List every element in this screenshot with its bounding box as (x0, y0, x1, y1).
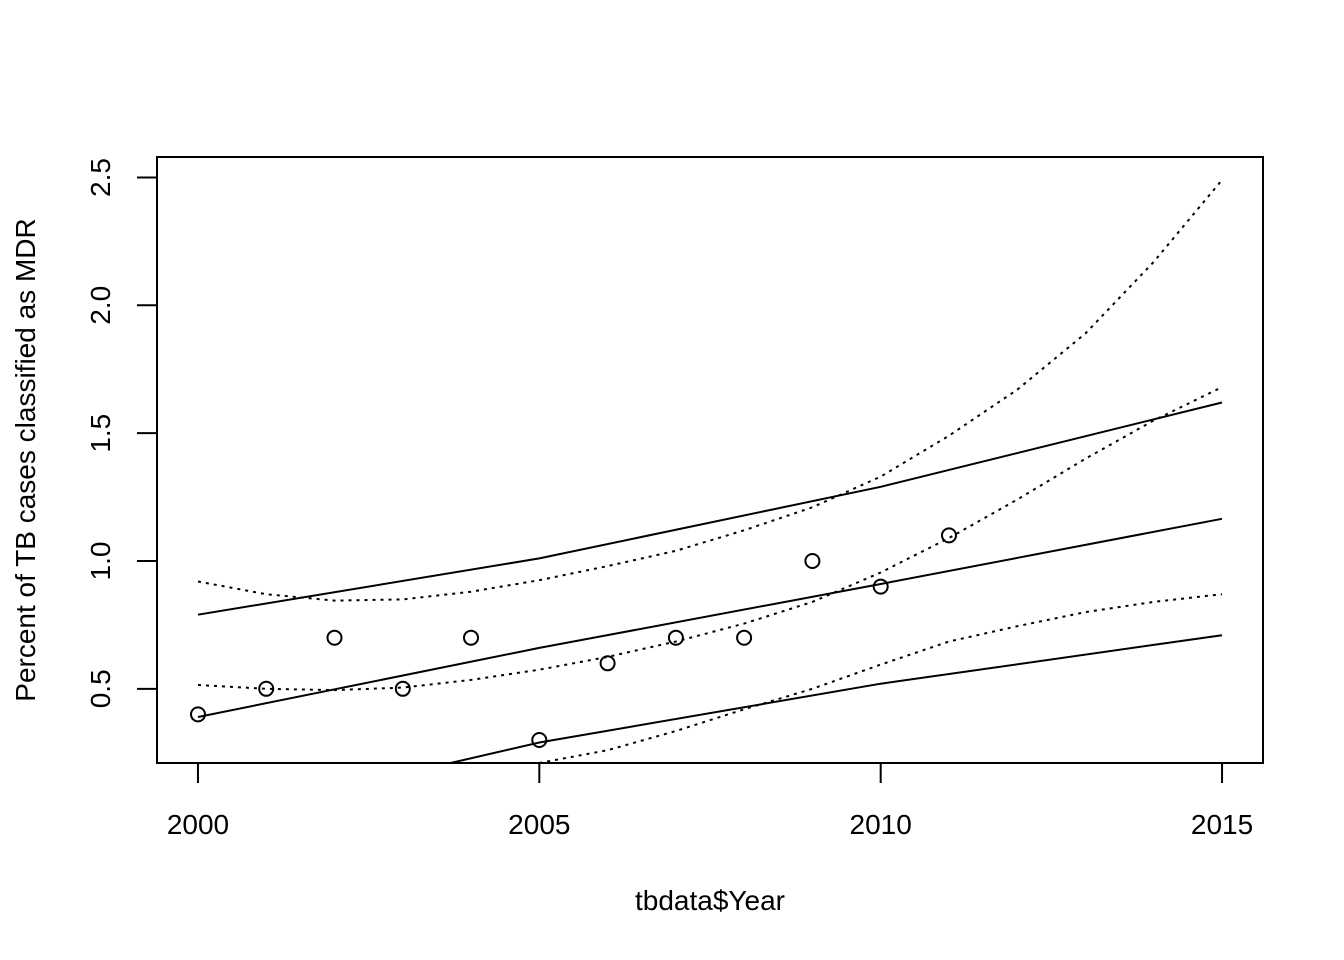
solid-line-3 (450, 634, 1223, 763)
y-axis: 0.5 1.0 1.5 2.0 2.5 (85, 158, 158, 708)
data-point (258, 680, 275, 697)
data-point (736, 629, 753, 646)
dotted-line-4 (197, 386, 1223, 692)
x-tick-label: 2015 (1191, 809, 1253, 840)
data-point (872, 578, 889, 595)
solid-line-1 (197, 517, 1223, 718)
x-tick-label: 2000 (167, 809, 229, 840)
y-tick-label: 2.5 (85, 158, 116, 197)
solid-line-2 (197, 401, 1223, 616)
series-lines (197, 179, 1223, 763)
data-point (394, 680, 411, 697)
y-tick-label: 2.0 (85, 286, 116, 325)
x-tick-label: 2010 (850, 809, 912, 840)
dotted-line-6 (539, 593, 1223, 763)
x-axis-title: tbdata$Year (635, 885, 785, 916)
data-point (326, 629, 343, 646)
data-point (941, 527, 957, 544)
plot-frame (156, 156, 1264, 764)
y-axis-title: Percent of TB cases classified as MDR (10, 218, 41, 701)
data-point (804, 553, 821, 569)
data-point (463, 629, 479, 646)
x-axis: 2000 2005 2010 2015 (167, 762, 1253, 840)
x-tick-label: 2005 (508, 809, 570, 840)
data-point (531, 732, 548, 748)
y-tick-label: 0.5 (85, 669, 116, 708)
data-points (190, 527, 957, 748)
data-point (599, 655, 616, 672)
data-point (190, 706, 206, 723)
y-tick-label: 1.0 (85, 542, 116, 581)
dotted-line-5 (197, 179, 1223, 602)
data-point (667, 629, 684, 646)
y-tick-label: 1.5 (85, 414, 116, 453)
